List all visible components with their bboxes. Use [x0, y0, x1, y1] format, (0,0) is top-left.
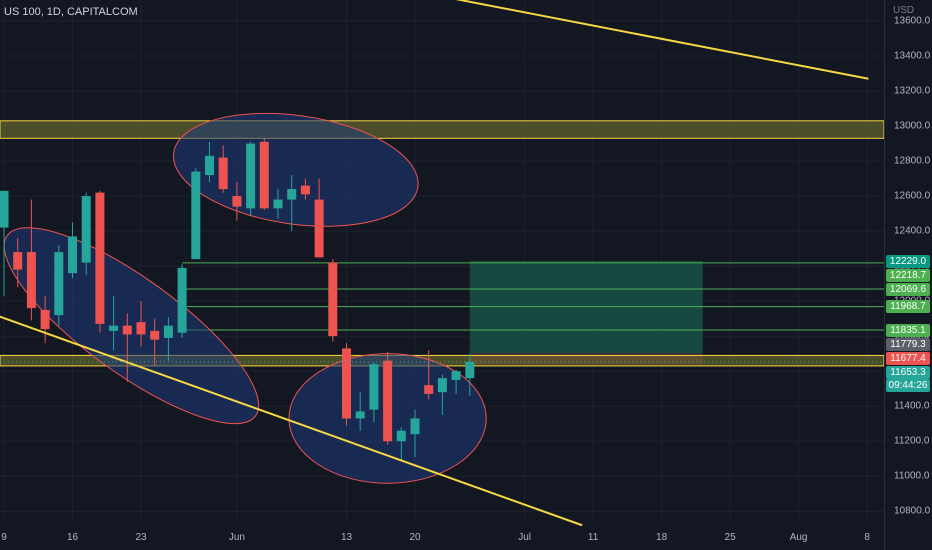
- candle: [191, 171, 201, 260]
- candle: [81, 196, 91, 263]
- candlestick-chart[interactable]: [0, 0, 884, 550]
- x-tick-label: Jun: [228, 532, 245, 543]
- candle: [410, 418, 420, 435]
- candle: [437, 378, 447, 393]
- price-label: 12229.0: [886, 254, 930, 268]
- x-tick-label: 9: [1, 532, 7, 543]
- x-tick-label: 18: [656, 532, 668, 543]
- bar-countdown: 09:44:26: [886, 378, 930, 392]
- candle: [122, 325, 132, 335]
- candle: [13, 252, 23, 270]
- x-tick-label: Jul: [518, 532, 531, 543]
- candle: [328, 262, 338, 337]
- y-tick-label: 12800.0: [894, 155, 931, 167]
- price-label: 11968.7: [886, 300, 930, 314]
- candle: [232, 196, 242, 207]
- candle: [163, 325, 173, 338]
- candle: [0, 190, 9, 228]
- y-tick-label: 13600.0: [894, 15, 931, 27]
- candle: [246, 143, 256, 209]
- candle: [465, 361, 475, 379]
- trendline: [0, 315, 583, 527]
- candle: [68, 236, 77, 274]
- x-tick-label: 11: [587, 532, 599, 543]
- symbol-title[interactable]: US 100, 1D, CAPITALCOM: [4, 6, 138, 18]
- candle: [150, 330, 160, 340]
- support-resistance-zone: [0, 120, 884, 139]
- y-tick-label: 11000.0: [894, 470, 930, 482]
- candle: [218, 157, 228, 190]
- x-tick-label: 25: [724, 532, 736, 543]
- candle: [287, 189, 297, 200]
- candle: [314, 199, 324, 258]
- candle: [40, 309, 50, 330]
- x-tick-label: 8: [864, 532, 870, 543]
- y-tick-label: 12600.0: [894, 190, 931, 202]
- candle: [54, 252, 64, 316]
- currency-label: USD: [893, 5, 915, 16]
- candle: [451, 371, 461, 380]
- candle: [383, 360, 393, 442]
- candle: [273, 199, 283, 209]
- candle: [369, 364, 379, 410]
- price-label: 11653.3: [886, 365, 930, 379]
- y-tick-label: 12400.0: [894, 225, 931, 237]
- candle: [136, 322, 146, 335]
- y-tick-label: 13400.0: [894, 50, 931, 62]
- price-label: 12218.7: [886, 268, 930, 282]
- candle: [342, 348, 351, 419]
- x-tick-label: 13: [340, 532, 353, 543]
- y-tick-label: 11400.0: [894, 400, 930, 412]
- candle: [109, 325, 119, 331]
- x-tick-label: Aug: [789, 532, 808, 543]
- candle: [26, 252, 36, 309]
- y-tick-label: 10800.0: [894, 505, 931, 517]
- target-zone: [469, 261, 703, 354]
- price-label: 12069.6: [886, 282, 930, 296]
- candle: [396, 430, 406, 442]
- y-tick-label: 13200.0: [894, 85, 931, 97]
- candle: [300, 185, 310, 195]
- candle: [259, 141, 269, 209]
- candle: [205, 155, 214, 176]
- candle: [95, 192, 105, 324]
- price-label: 11677.4: [886, 351, 930, 365]
- candle: [355, 411, 365, 419]
- y-tick-label: 13000.0: [894, 120, 931, 132]
- y-tick-label: 11200.0: [894, 435, 930, 447]
- x-tick-label: 20: [409, 532, 421, 543]
- candle: [177, 267, 187, 333]
- price-label: 11779.3: [886, 337, 930, 351]
- price-label: 11835.1: [886, 323, 930, 337]
- x-tick-label: 16: [66, 532, 79, 543]
- x-tick-label: 23: [135, 532, 147, 543]
- candle: [424, 385, 434, 394]
- trendline: [455, 0, 869, 80]
